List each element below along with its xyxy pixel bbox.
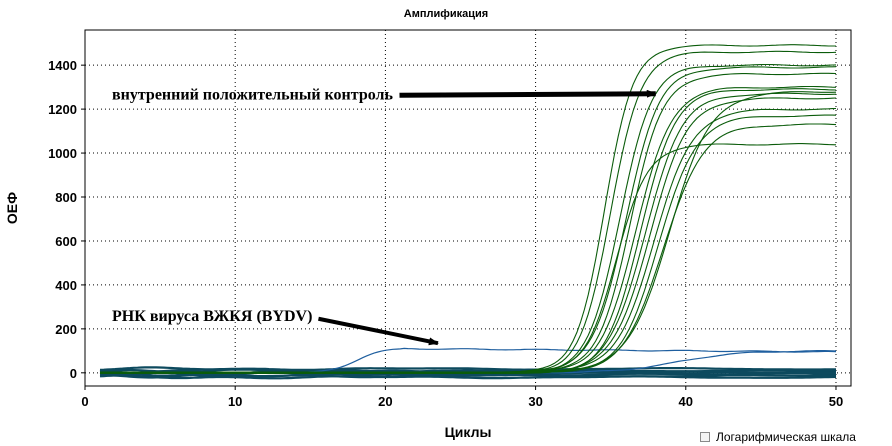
- annotations: внутренний положительный контроль РНК вир…: [112, 87, 657, 346]
- log-scale-label: Логарифмическая шкала: [716, 430, 856, 444]
- y-tick-label: 800: [55, 190, 77, 205]
- y-tick-label: 200: [55, 322, 77, 337]
- x-tick-label: 50: [829, 394, 843, 409]
- x-tick-label: 20: [378, 394, 392, 409]
- x-tick-label: 0: [81, 394, 88, 409]
- plot-area: [84, 29, 852, 387]
- y-tick-label: 600: [55, 234, 77, 249]
- x-axis: 0 10 20 30 40 50: [81, 386, 843, 409]
- y-tick-label: 1400: [48, 58, 77, 73]
- annotation-arrow: [399, 89, 657, 98]
- grid-lines: [85, 30, 851, 386]
- x-axis-label: Циклы: [445, 424, 492, 440]
- positive-control-curve: [100, 91, 837, 375]
- x-tick-label: 30: [528, 394, 542, 409]
- y-axis-label: ОЕФ: [4, 192, 20, 224]
- y-tick-label: 0: [70, 366, 77, 381]
- baseline-curve: [99, 366, 837, 371]
- log-scale-toggle[interactable]: Логарифмическая шкала: [700, 430, 856, 444]
- x-tick-label: 10: [228, 394, 242, 409]
- y-tick-label: 400: [55, 278, 77, 293]
- curves-layer: [99, 44, 837, 380]
- baseline-curve: [100, 373, 836, 379]
- y-tick-label: 1200: [48, 102, 77, 117]
- annotation-positive-control: внутренний положительный контроль: [112, 87, 393, 104]
- log-scale-checkbox[interactable]: [700, 432, 710, 442]
- annotation-arrow: [318, 316, 439, 346]
- chart-title: Амплификация: [404, 8, 488, 20]
- annotation-virus-rna: РНК вируса ВЖКЯ (BYDV): [112, 308, 312, 325]
- y-tick-label: 1000: [48, 146, 77, 161]
- x-tick-label: 40: [679, 394, 693, 409]
- baseline-curve: [99, 374, 837, 380]
- y-axis: 0 200 400 600 800 1000 1200 1400: [48, 58, 85, 381]
